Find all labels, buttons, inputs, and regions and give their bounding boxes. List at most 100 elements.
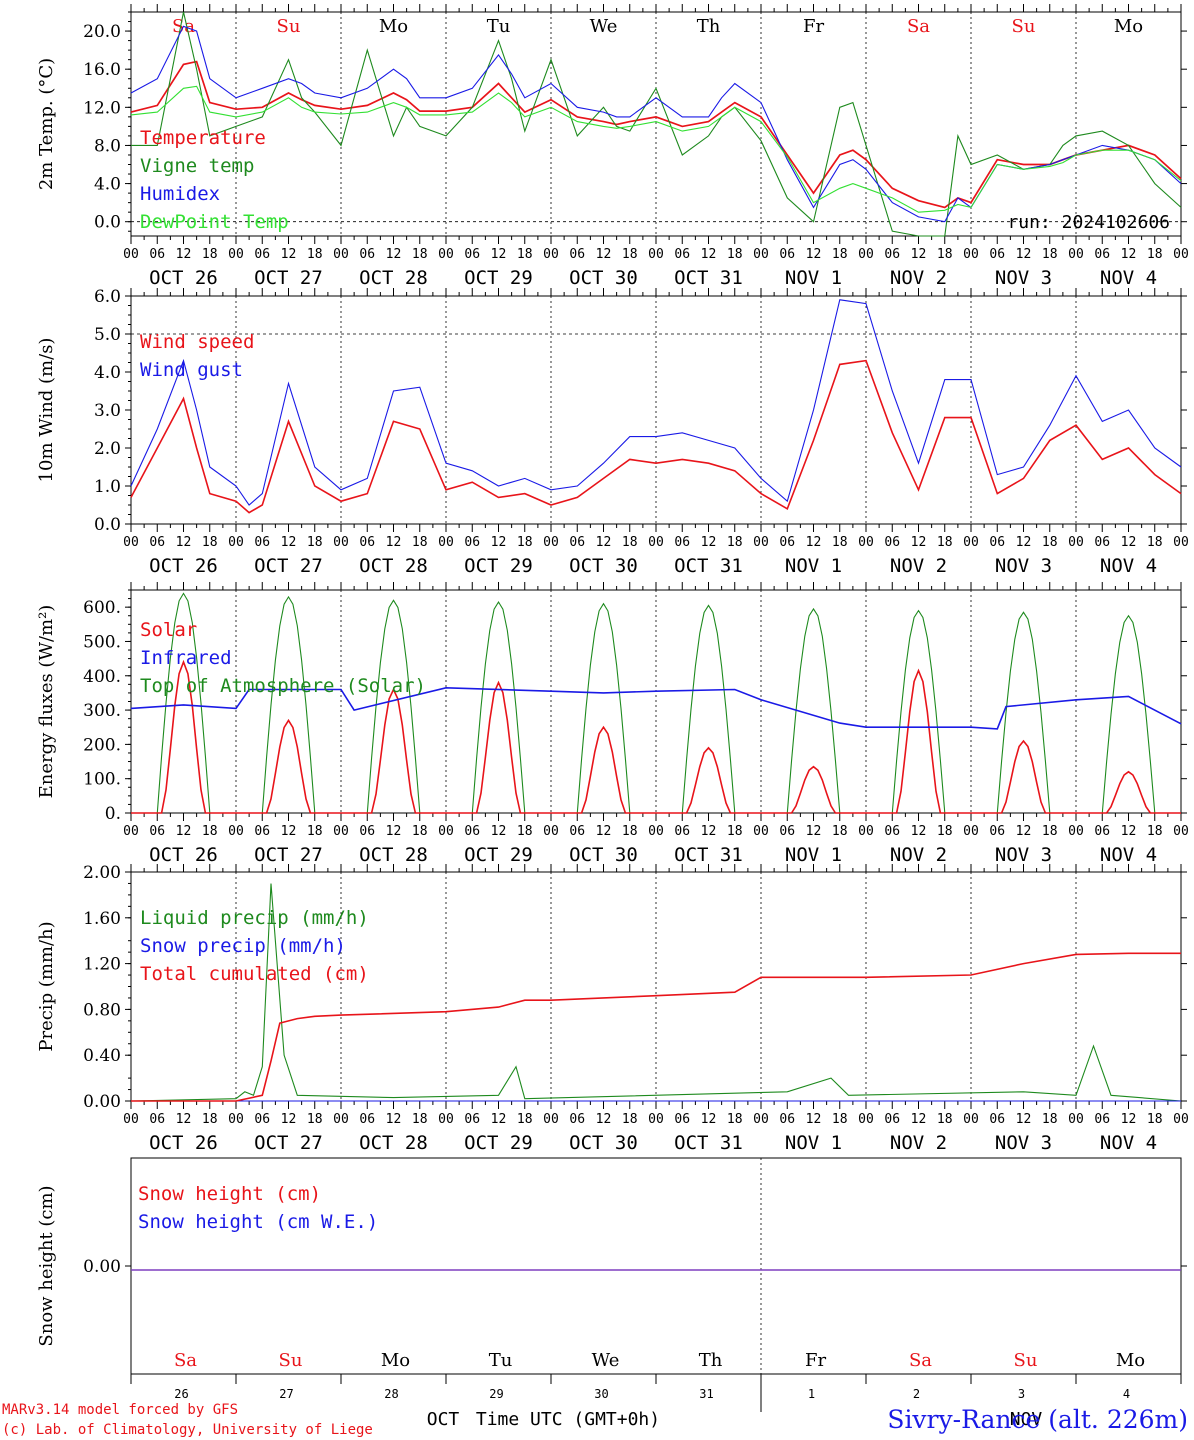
x-hour-label: 18 — [1147, 535, 1163, 550]
legend-entry: Wind speed — [140, 331, 254, 353]
x-hour-label: 18 — [832, 535, 848, 550]
x-hour-label: 00 — [228, 1112, 244, 1127]
x-hour-label: 00 — [438, 1112, 454, 1127]
x-date-label: OCT 29 — [464, 1132, 533, 1154]
legend-entry: Snow height (cm W.E.) — [138, 1211, 378, 1233]
x-hour-label: 18 — [517, 535, 533, 550]
legend-entry: Wind gust — [140, 359, 243, 381]
x-date-label: OCT 27 — [254, 1132, 323, 1154]
x-date-label: NOV 3 — [995, 844, 1052, 866]
y-tick-label: 20.0 — [83, 22, 121, 42]
x-date-label: OCT 28 — [359, 1132, 428, 1154]
series-line-1 — [130, 359, 1182, 514]
day-label: We — [592, 1350, 620, 1371]
x-day-number: 27 — [279, 1387, 293, 1401]
x-hour-label: 18 — [1042, 1112, 1058, 1127]
x-hour-label: 06 — [569, 247, 585, 262]
x-hour-label: 06 — [569, 824, 585, 839]
x-date-label: NOV 2 — [890, 844, 947, 866]
day-label: Mo — [381, 1350, 410, 1371]
x-day-number: 30 — [594, 1387, 608, 1401]
day-label: Sa — [909, 1350, 932, 1371]
x-hour-label: 00 — [1173, 824, 1189, 839]
x-hour-label: 12 — [1121, 824, 1137, 839]
x-hour-label: 12 — [596, 1112, 612, 1127]
x-hour-label: 00 — [333, 824, 349, 839]
x-hour-label: 06 — [1094, 247, 1110, 262]
x-hour-label: 18 — [1147, 1112, 1163, 1127]
panel-3: 0. 100. 200. 300. 400. 500. 600. Energy fluxes … — [36, 582, 1189, 866]
legend-entry: Snow precip (mm/h) — [140, 935, 346, 957]
x-date-label: OCT 30 — [569, 555, 638, 577]
y-tick-label: 0.0 — [94, 515, 121, 535]
x-date-label: NOV 3 — [995, 555, 1052, 577]
x-hour-label: 18 — [1042, 247, 1058, 262]
x-hour-label: 12 — [806, 247, 822, 262]
x-hour-label: 06 — [1094, 535, 1110, 550]
x-hour-label: 18 — [307, 1112, 323, 1127]
x-month-label: NOV — [1010, 1409, 1043, 1430]
x-hour-label: 12 — [1121, 535, 1137, 550]
x-date-label: NOV 1 — [785, 555, 842, 577]
x-hour-label: 00 — [963, 1112, 979, 1127]
x-hour-label: 00 — [753, 535, 769, 550]
x-hour-label: 06 — [359, 1112, 375, 1127]
x-hour-label: 12 — [1121, 247, 1137, 262]
x-hour-label: 18 — [937, 824, 953, 839]
x-hour-label: 06 — [779, 247, 795, 262]
series-line-2 — [130, 299, 1182, 506]
x-hour-label: 18 — [1147, 247, 1163, 262]
x-hour-label: 00 — [228, 247, 244, 262]
series-line-4 — [130, 85, 1182, 213]
x-hour-label: 12 — [281, 824, 297, 839]
model-credit: MARv3.14 model forced by GFS — [2, 1402, 238, 1418]
x-hour-label: 18 — [937, 1112, 953, 1127]
x-hour-label: 00 — [963, 824, 979, 839]
x-hour-label: 18 — [622, 1112, 638, 1127]
x-hour-label: 06 — [464, 824, 480, 839]
x-hour-label: 18 — [832, 247, 848, 262]
x-day-number: 2 — [913, 1387, 920, 1401]
legend-entry: Solar — [140, 619, 197, 641]
x-hour-label: 12 — [701, 535, 717, 550]
x-hour-label: 18 — [622, 824, 638, 839]
x-hour-label: 00 — [333, 1112, 349, 1127]
day-label: Tu — [487, 16, 511, 37]
x-hour-label: 12 — [491, 247, 507, 262]
x-hour-label: 12 — [1121, 1112, 1137, 1127]
x-hour-label: 06 — [254, 247, 270, 262]
x-hour-label: 00 — [228, 824, 244, 839]
x-hour-label: 06 — [884, 824, 900, 839]
series-line-liquid — [130, 883, 1182, 1102]
x-date-label: OCT 27 — [254, 555, 323, 577]
x-hour-label: 06 — [359, 824, 375, 839]
x-hour-label: 18 — [832, 1112, 848, 1127]
x-hour-label: 18 — [937, 247, 953, 262]
x-hour-label: 18 — [832, 824, 848, 839]
y-tick-label: 2.00 — [83, 863, 121, 883]
x-day-number: 3 — [1018, 1387, 1025, 1401]
series-line-solar — [131, 659, 1181, 814]
x-hour-label: 00 — [753, 247, 769, 262]
day-label: Sa — [907, 16, 930, 37]
x-hour-label: 06 — [884, 535, 900, 550]
x-hour-label: 12 — [1016, 247, 1032, 262]
x-hour-label: 00 — [648, 824, 664, 839]
x-hour-label: 06 — [254, 1112, 270, 1127]
x-hour-label: 00 — [648, 535, 664, 550]
y-tick-label: 4.0 — [94, 363, 121, 383]
footer: MARv3.14 model forced by GFS (c) Lab. of … — [2, 1402, 1188, 1438]
x-hour-label: 12 — [701, 1112, 717, 1127]
day-label: Su — [279, 1350, 303, 1371]
x-hour-label: 06 — [674, 824, 690, 839]
x-hour-label: 06 — [884, 1112, 900, 1127]
y-tick-label: 1.20 — [83, 955, 121, 975]
x-hour-label: 18 — [202, 824, 218, 839]
x-date-label: OCT 30 — [569, 267, 638, 289]
x-hour-label: 06 — [149, 824, 165, 839]
y-tick-label: 6.0 — [94, 287, 121, 307]
x-hour-label: 00 — [1173, 247, 1189, 262]
panel-1: 0.0 4.0 8.0 12.0 16.0 20.0 2m Temp. (°C) 00 06 12… — [36, 4, 1189, 289]
x-hour-label: 12 — [1016, 1112, 1032, 1127]
legend-entry: Top of Atmosphere (Solar) — [140, 675, 426, 697]
